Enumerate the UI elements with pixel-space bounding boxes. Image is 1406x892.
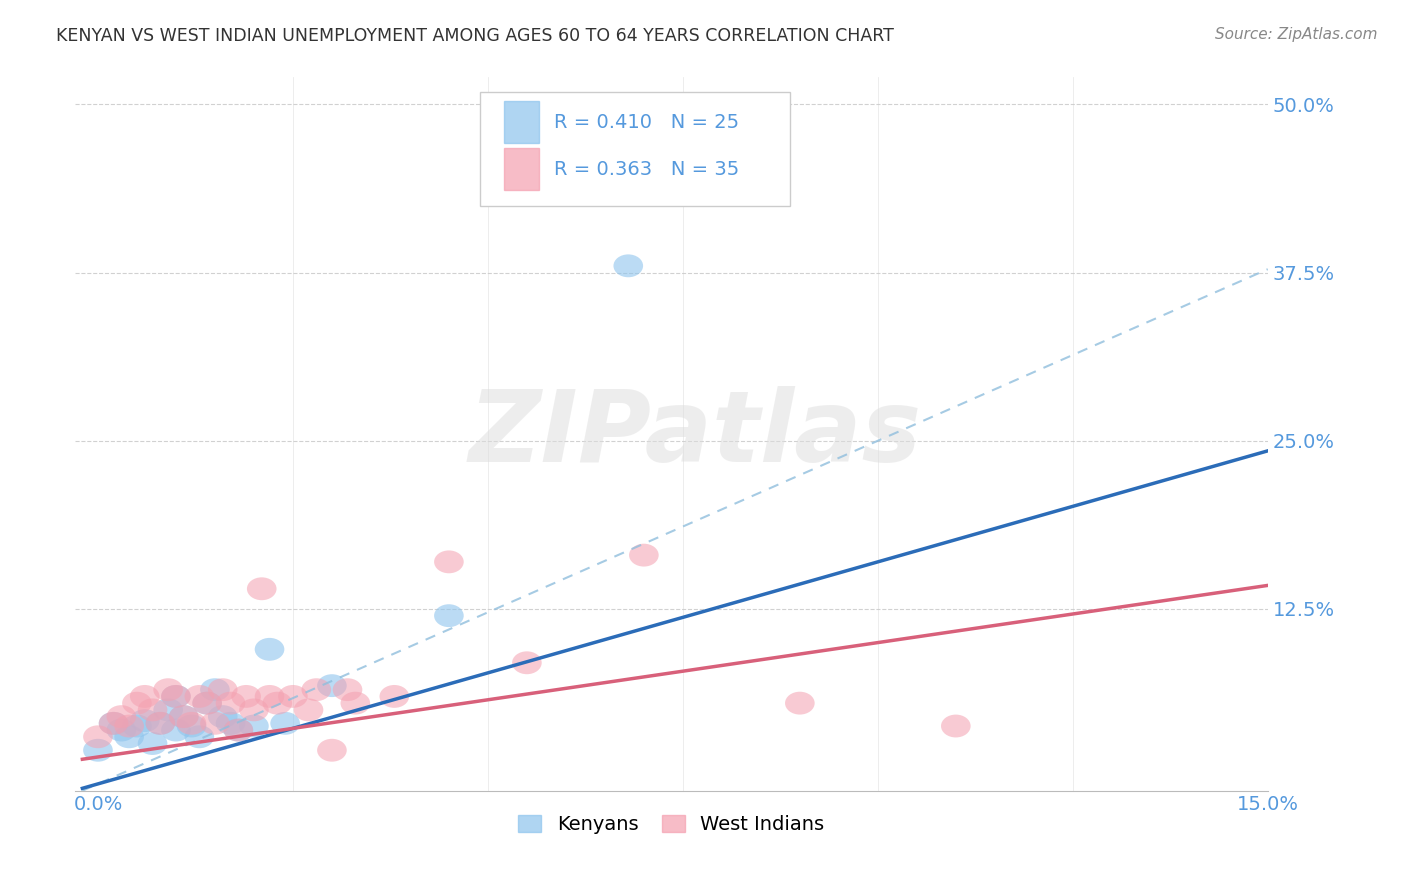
Ellipse shape xyxy=(208,678,238,701)
Ellipse shape xyxy=(98,712,128,735)
Text: R = 0.363   N = 35: R = 0.363 N = 35 xyxy=(554,160,740,178)
Ellipse shape xyxy=(153,698,183,722)
Ellipse shape xyxy=(177,714,207,738)
Ellipse shape xyxy=(613,254,643,277)
Ellipse shape xyxy=(294,698,323,722)
Ellipse shape xyxy=(434,550,464,574)
Ellipse shape xyxy=(107,719,136,741)
Ellipse shape xyxy=(215,691,246,714)
Ellipse shape xyxy=(434,604,464,627)
Ellipse shape xyxy=(200,678,229,701)
Ellipse shape xyxy=(628,544,658,566)
Ellipse shape xyxy=(941,714,970,738)
Ellipse shape xyxy=(193,691,222,714)
Ellipse shape xyxy=(215,712,246,735)
Text: Source: ZipAtlas.com: Source: ZipAtlas.com xyxy=(1215,27,1378,42)
Ellipse shape xyxy=(169,706,198,728)
Ellipse shape xyxy=(83,739,112,762)
Ellipse shape xyxy=(138,698,167,722)
Ellipse shape xyxy=(254,685,284,708)
Ellipse shape xyxy=(254,638,284,661)
Ellipse shape xyxy=(512,651,541,674)
Ellipse shape xyxy=(333,678,363,701)
Text: R = 0.410   N = 25: R = 0.410 N = 25 xyxy=(554,112,740,132)
Legend: Kenyans, West Indians: Kenyans, West Indians xyxy=(517,815,824,834)
Text: KENYAN VS WEST INDIAN UNEMPLOYMENT AMONG AGES 60 TO 64 YEARS CORRELATION CHART: KENYAN VS WEST INDIAN UNEMPLOYMENT AMONG… xyxy=(56,27,894,45)
Ellipse shape xyxy=(162,685,191,708)
Ellipse shape xyxy=(114,714,143,738)
Ellipse shape xyxy=(278,685,308,708)
Ellipse shape xyxy=(153,678,183,701)
Ellipse shape xyxy=(232,685,262,708)
Ellipse shape xyxy=(177,712,207,735)
Ellipse shape xyxy=(200,712,229,735)
Ellipse shape xyxy=(122,691,152,714)
Ellipse shape xyxy=(263,691,292,714)
Ellipse shape xyxy=(224,719,253,741)
Ellipse shape xyxy=(129,709,159,732)
Ellipse shape xyxy=(785,691,814,714)
Ellipse shape xyxy=(98,712,128,735)
FancyBboxPatch shape xyxy=(505,101,538,144)
Ellipse shape xyxy=(162,719,191,741)
FancyBboxPatch shape xyxy=(481,92,790,206)
Ellipse shape xyxy=(146,712,176,735)
FancyBboxPatch shape xyxy=(505,148,538,190)
Ellipse shape xyxy=(318,739,347,762)
Ellipse shape xyxy=(129,685,159,708)
Ellipse shape xyxy=(193,691,222,714)
Ellipse shape xyxy=(184,725,214,748)
Ellipse shape xyxy=(114,725,143,748)
Ellipse shape xyxy=(162,685,191,708)
Ellipse shape xyxy=(107,706,136,728)
Ellipse shape xyxy=(184,685,214,708)
Ellipse shape xyxy=(340,691,370,714)
Ellipse shape xyxy=(380,685,409,708)
Ellipse shape xyxy=(239,698,269,722)
Ellipse shape xyxy=(270,712,299,735)
Ellipse shape xyxy=(83,725,112,748)
Ellipse shape xyxy=(301,678,332,701)
Ellipse shape xyxy=(247,577,277,600)
Ellipse shape xyxy=(208,706,238,728)
Ellipse shape xyxy=(122,714,152,738)
Ellipse shape xyxy=(138,732,167,755)
Ellipse shape xyxy=(146,712,176,735)
Ellipse shape xyxy=(318,674,347,697)
Text: ZIPatlas: ZIPatlas xyxy=(468,385,921,483)
Ellipse shape xyxy=(224,719,253,741)
Ellipse shape xyxy=(239,714,269,738)
Ellipse shape xyxy=(169,706,198,728)
